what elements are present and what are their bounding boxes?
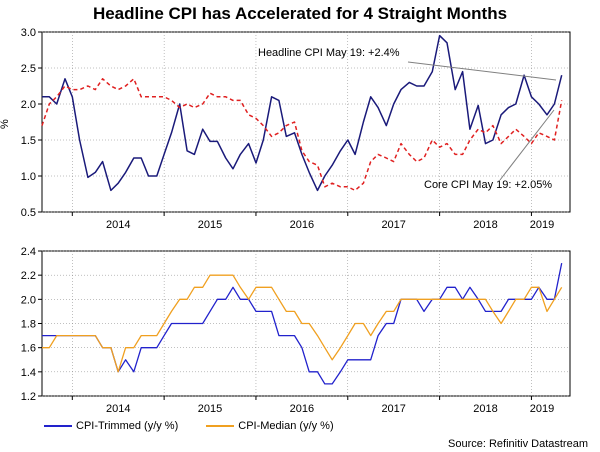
legend-label-median: CPI-Median (y/y %) [238, 420, 334, 432]
bottom-panel: 1.2 1.4 1.6 1.8 2.0 2.2 2.4 2014 2015 2016 2017 201… [21, 246, 571, 415]
legend-swatch-median [206, 425, 235, 427]
bottom-y-tick-label: 2.0 [21, 294, 36, 306]
legend-label-trimmed: CPI-Trimmed (y/y %) [76, 420, 179, 432]
legend-item-trimmed: CPI-Trimmed (y/y %) [44, 420, 178, 432]
bottom-series-cpi-median-y-y [42, 274, 563, 373]
bottom-y-tick-label: 1.4 [21, 367, 36, 379]
legend-swatch-trimmed [44, 425, 72, 427]
top-y-tick-label: 1.0 [21, 171, 36, 183]
bottom-x-tick-label: 2014 [106, 403, 130, 415]
top-y-tick-label: 2.0 [21, 99, 36, 111]
annotation-headline-pointer [407, 61, 557, 81]
top-y-tick-label: 3.0 [21, 27, 36, 39]
source-note: Source: Refinitiv Datastream [448, 438, 588, 450]
bottom-y-tick-label: 2.4 [21, 246, 36, 258]
bottom-y-tick-label: 1.6 [21, 343, 36, 355]
top-panel: 0.5 1.0 1.5 2.0 2.5 3.0 2014 2015 2016 2017 2018 20… [21, 27, 571, 231]
top-x-tick-label: 2015 [198, 219, 222, 231]
top-y-tick-label: 2.5 [21, 63, 36, 75]
bottom-x-tick-label: 2019 [530, 403, 554, 415]
top-x-tick-label: 2017 [381, 219, 405, 231]
annotation-core: Core CPI May 19: +2.05% [424, 179, 552, 191]
top-x-tick-label: 2018 [473, 219, 497, 231]
annotation-core-pointer [499, 109, 555, 181]
legend: CPI-Trimmed (y/y %) CPI-Median (y/y %) [44, 420, 334, 432]
y-axis-label: % [0, 119, 11, 129]
top-series-headline-cpi [42, 34, 563, 192]
bottom-y-tick-label: 1.2 [21, 391, 36, 403]
bottom-y-tick-label: 1.8 [21, 319, 36, 331]
annotation-headline: Headline CPI May 19: +2.4% [258, 47, 400, 59]
top-y-tick-label: 0.5 [21, 207, 36, 219]
top-x-tick-label: 2014 [106, 219, 130, 231]
top-x-tick-label: 2019 [530, 219, 554, 231]
bottom-x-tick-label: 2017 [381, 403, 405, 415]
bottom-y-tick-label: 2.2 [21, 270, 36, 282]
legend-item-median: CPI-Median (y/y %) [206, 420, 334, 432]
top-y-tick-label: 1.5 [21, 135, 36, 147]
bottom-x-tick-label: 2016 [290, 403, 314, 415]
bottom-x-tick-label: 2015 [198, 403, 222, 415]
bottom-series-cpi-trimmed-y-y [42, 262, 563, 385]
chart-title: Headline CPI has Accelerated for 4 Strai… [92, 4, 508, 23]
bottom-x-tick-label: 2018 [473, 403, 497, 415]
top-x-tick-label: 2016 [290, 219, 314, 231]
